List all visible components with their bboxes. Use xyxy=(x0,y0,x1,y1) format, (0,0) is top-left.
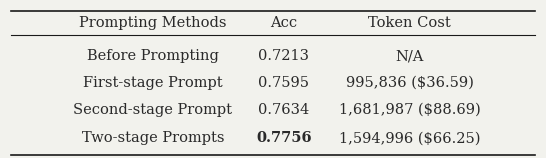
Text: 0.7213: 0.7213 xyxy=(258,49,310,63)
Text: Token Cost: Token Cost xyxy=(368,16,451,30)
Text: Two-stage Prompts: Two-stage Prompts xyxy=(82,131,224,145)
Text: Second-stage Prompt: Second-stage Prompt xyxy=(73,103,233,117)
Text: 0.7634: 0.7634 xyxy=(258,103,310,117)
Text: Acc: Acc xyxy=(270,16,298,30)
Text: N/A: N/A xyxy=(395,49,424,63)
Text: 1,594,996 ($66.25): 1,594,996 ($66.25) xyxy=(339,131,480,145)
Text: Before Prompting: Before Prompting xyxy=(87,49,219,63)
Text: First-stage Prompt: First-stage Prompt xyxy=(83,76,223,90)
Text: 995,836 ($36.59): 995,836 ($36.59) xyxy=(346,76,473,90)
Text: 1,681,987 ($88.69): 1,681,987 ($88.69) xyxy=(339,103,480,117)
Text: 0.7595: 0.7595 xyxy=(258,76,310,90)
Text: 0.7756: 0.7756 xyxy=(256,131,312,145)
Text: Prompting Methods: Prompting Methods xyxy=(79,16,227,30)
